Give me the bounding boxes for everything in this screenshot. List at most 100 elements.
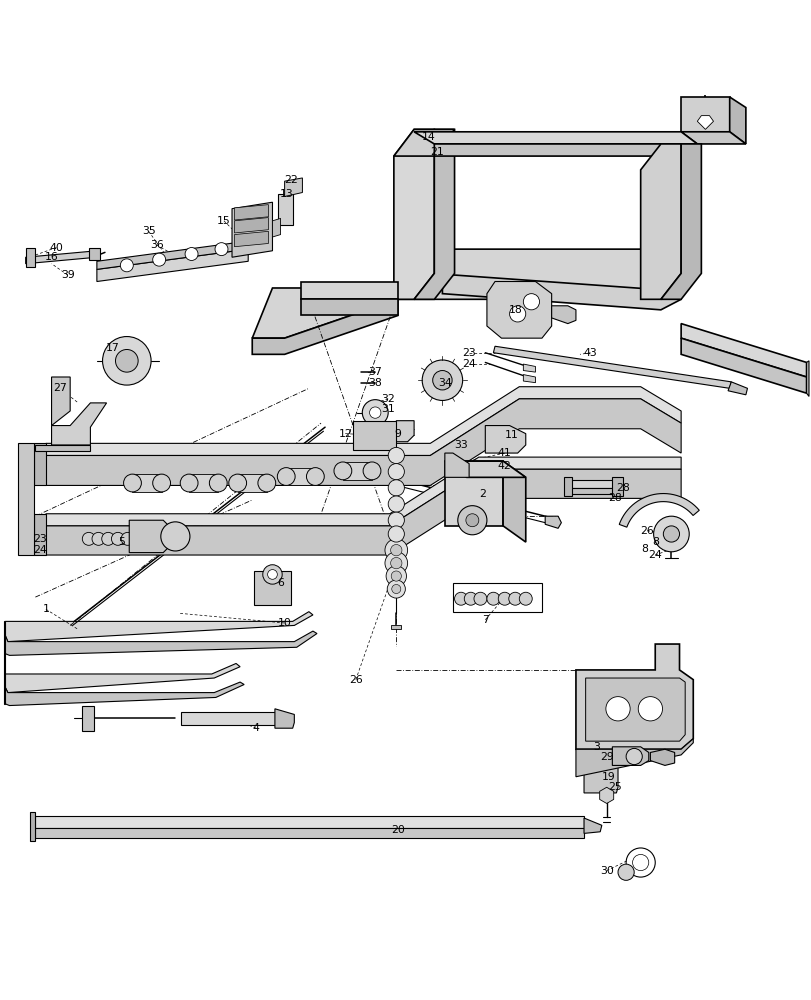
Circle shape [263,565,282,584]
Polygon shape [680,97,729,132]
Text: 43: 43 [583,348,597,358]
Polygon shape [18,443,34,555]
Circle shape [102,337,151,385]
Polygon shape [82,706,94,731]
Text: 28: 28 [616,483,629,493]
Polygon shape [640,144,680,299]
Polygon shape [88,248,100,260]
Circle shape [625,748,642,765]
Text: 9: 9 [394,429,401,439]
Text: 22: 22 [284,175,298,185]
Text: 20: 20 [390,825,405,835]
Polygon shape [353,421,396,450]
Polygon shape [30,812,36,841]
Text: 32: 32 [381,394,395,404]
Text: 36: 36 [150,240,164,250]
Text: 33: 33 [453,440,467,450]
Text: 4: 4 [252,723,260,733]
Circle shape [388,512,404,528]
Polygon shape [393,129,454,156]
Circle shape [388,464,404,480]
Circle shape [390,557,401,569]
Polygon shape [414,129,454,299]
Circle shape [663,526,679,542]
Text: 24: 24 [647,550,661,560]
Polygon shape [46,469,680,555]
Circle shape [101,532,114,545]
Text: 17: 17 [106,343,120,353]
Circle shape [390,545,401,556]
Polygon shape [4,621,6,704]
Polygon shape [391,625,401,629]
Polygon shape [650,749,674,765]
Polygon shape [132,474,161,492]
Circle shape [209,474,227,492]
Polygon shape [619,494,698,527]
Circle shape [111,532,124,545]
Polygon shape [34,443,46,485]
Text: 23: 23 [33,534,47,544]
Circle shape [268,570,277,579]
Circle shape [422,360,462,400]
Text: 5: 5 [118,537,124,547]
Polygon shape [46,457,680,526]
Polygon shape [36,816,583,828]
Circle shape [432,371,452,390]
Polygon shape [46,399,680,485]
Polygon shape [565,480,614,488]
Polygon shape [189,474,218,492]
Polygon shape [393,129,434,299]
Polygon shape [36,445,90,451]
Text: 34: 34 [437,378,451,388]
Polygon shape [234,205,268,220]
Polygon shape [583,755,617,793]
Polygon shape [272,218,281,237]
Text: 25: 25 [607,782,621,792]
Circle shape [474,592,487,605]
Circle shape [454,592,467,605]
Polygon shape [34,514,46,555]
Text: 29: 29 [599,752,613,762]
Circle shape [508,592,521,605]
Circle shape [258,474,276,492]
Circle shape [391,571,401,581]
Circle shape [120,259,133,272]
Circle shape [457,506,487,535]
Text: 10: 10 [277,618,291,628]
Text: 28: 28 [607,493,621,503]
Circle shape [306,468,324,485]
Circle shape [277,468,294,485]
Polygon shape [551,306,575,324]
Text: 1: 1 [42,604,49,614]
Text: 18: 18 [508,305,521,315]
Circle shape [333,462,351,480]
Polygon shape [97,249,248,282]
Polygon shape [523,364,534,372]
Polygon shape [585,678,684,741]
Circle shape [388,447,404,464]
Polygon shape [434,144,697,156]
Circle shape [121,532,134,545]
Polygon shape [6,631,316,655]
Circle shape [180,474,198,492]
Circle shape [185,248,198,260]
Text: 42: 42 [497,461,511,471]
Circle shape [229,474,247,492]
Polygon shape [523,375,534,383]
Polygon shape [729,97,745,144]
Polygon shape [252,249,660,338]
Polygon shape [254,571,290,605]
Polygon shape [51,377,70,426]
Polygon shape [805,361,808,396]
Polygon shape [26,248,36,267]
Polygon shape [487,282,551,338]
Polygon shape [680,338,805,393]
Circle shape [363,462,380,480]
Polygon shape [444,461,525,477]
Text: 24: 24 [461,359,475,369]
Polygon shape [278,194,292,225]
Circle shape [388,496,404,512]
Text: 40: 40 [49,243,63,253]
Polygon shape [575,739,693,777]
Text: 39: 39 [61,270,75,280]
